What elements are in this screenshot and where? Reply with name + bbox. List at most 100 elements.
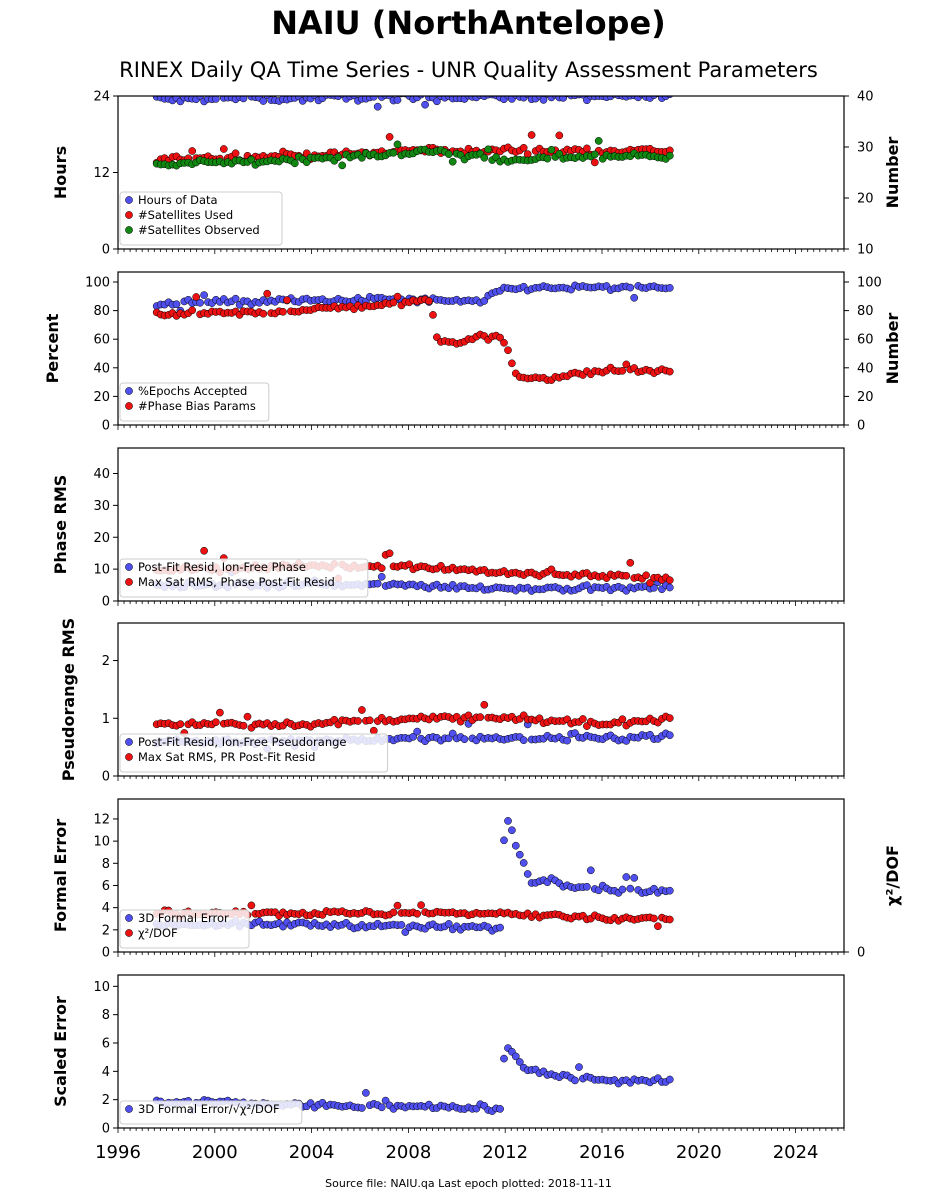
panel-4: 0 1 2 Pseudorange RMS Post-Fit Resid, Ion-Fr… <box>59 618 845 785</box>
y-tick-label: 6 <box>102 1037 110 1052</box>
data-point <box>622 571 631 580</box>
y2-tick-label: 30 <box>857 141 874 156</box>
data-point <box>247 155 256 164</box>
y-tick-label: 1 <box>102 712 110 727</box>
y2-tick-label: 60 <box>857 333 874 348</box>
y2-tick-label: 0 <box>857 419 865 434</box>
legend-label: Max Sat RMS, PR Post-Fit Resid <box>138 750 315 764</box>
data-point <box>279 307 287 316</box>
series-points <box>152 96 674 170</box>
legend-label: Post-Fit Resid, Ion-Free Phase <box>138 560 306 574</box>
data-point <box>559 96 568 102</box>
legend-label: 3D Formal Error/√χ²/DOF <box>138 1102 280 1116</box>
y2-tick-label: 20 <box>857 390 874 405</box>
data-point <box>654 922 662 931</box>
data-point <box>622 873 631 881</box>
legend-box <box>119 909 250 949</box>
series-points <box>152 281 674 384</box>
page-title: NAIU (NorthAntelope) <box>271 4 666 42</box>
data-point <box>586 866 595 875</box>
legend-box <box>119 382 270 422</box>
x-tick-label: 2024 <box>773 1142 819 1163</box>
data-point <box>385 549 394 558</box>
data-point <box>334 153 343 161</box>
x-tick-label: 2020 <box>676 1142 722 1163</box>
data-point <box>377 572 386 581</box>
y-axis-label: Percent <box>43 313 62 383</box>
y-tick-label: 40 <box>93 361 110 376</box>
data-point <box>358 706 366 714</box>
data-point <box>219 145 228 153</box>
data-point <box>362 1089 370 1097</box>
legend-label: χ²/DOF <box>138 926 178 940</box>
legend-marker <box>125 753 133 761</box>
y-tick-label: 10 <box>93 835 110 850</box>
data-point <box>429 311 437 319</box>
data-point <box>393 901 402 910</box>
x-tick-label: 1996 <box>95 1142 141 1163</box>
y2-axis-label: Number <box>883 137 902 209</box>
legend-marker <box>125 929 133 937</box>
data-point <box>618 885 627 894</box>
data-point <box>665 284 674 292</box>
legend-label: #Satellites Used <box>138 208 233 222</box>
legend-label: Post-Fit Resid, Ion-Free Pseudorange <box>138 735 346 749</box>
data-point <box>200 546 208 555</box>
data-point <box>417 96 425 99</box>
legend-marker <box>125 578 133 586</box>
data-point <box>239 721 248 730</box>
data-point <box>176 720 185 728</box>
x-tick-label: 2016 <box>579 1142 625 1163</box>
legend-marker <box>125 196 133 204</box>
y-tick-label: 40 <box>93 467 110 482</box>
data-point <box>594 137 603 145</box>
legend-label: Hours of Data <box>138 193 218 207</box>
data-point <box>369 96 378 101</box>
y-axis-label: Scaled Error <box>51 996 70 1107</box>
data-point <box>259 97 268 105</box>
data-point <box>188 306 197 315</box>
legend-marker <box>125 387 133 395</box>
data-point <box>239 96 248 103</box>
data-point <box>358 1104 366 1112</box>
data-point <box>571 1076 579 1085</box>
legend-marker <box>125 914 133 922</box>
data-point <box>665 731 674 740</box>
data-point <box>575 1063 583 1071</box>
legend-box <box>119 191 283 246</box>
data-point <box>212 96 220 103</box>
data-point <box>196 298 204 307</box>
series-points <box>152 546 674 595</box>
y-tick-label: 0 <box>102 1122 110 1137</box>
y2-axis-label: Number <box>883 313 902 385</box>
data-point <box>448 157 457 166</box>
data-point <box>365 716 374 725</box>
legend: Hours of Data#Satellites Used#Satellites… <box>119 191 283 246</box>
series-red-points <box>152 700 674 737</box>
y-tick-label: 6 <box>102 879 110 894</box>
page-subtitle: RINEX Daily QA Time Series - UNR Quality… <box>119 58 818 82</box>
data-point <box>409 732 418 741</box>
data-point <box>626 283 635 292</box>
y2-tick-label: 40 <box>857 90 874 105</box>
legend-box <box>119 1100 303 1125</box>
legend: %Epochs Accepted#Phase Bias Params <box>119 382 270 422</box>
data-point <box>425 297 433 305</box>
data-point <box>622 360 631 369</box>
y-tick-label: 0 <box>102 770 110 785</box>
y-tick-label: 4 <box>102 1065 110 1080</box>
legend-marker <box>125 738 133 746</box>
source-footer: Source file: NAIU.qa Last epoch plotted:… <box>325 1177 612 1190</box>
data-point <box>504 346 512 355</box>
data-point <box>417 901 425 909</box>
data-point <box>290 159 299 168</box>
data-point <box>200 291 208 299</box>
data-point <box>590 150 599 159</box>
y-tick-label: 0 <box>102 595 110 610</box>
data-point <box>496 333 504 342</box>
legend-box <box>119 733 389 773</box>
data-point <box>508 359 516 368</box>
